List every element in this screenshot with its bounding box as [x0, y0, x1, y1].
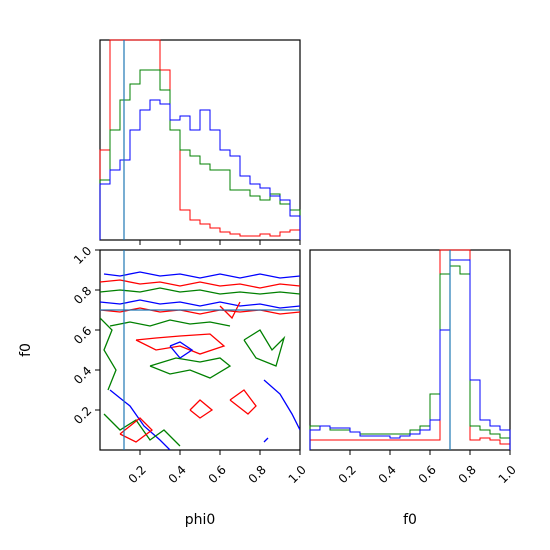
contour-line-5 — [109, 319, 231, 327]
contour-line-4 — [100, 307, 300, 315]
contour-y-tick-label-2: 0.6 — [71, 324, 94, 347]
contour-line-8 — [149, 357, 232, 379]
contour-y-tick-label-1: 0.4 — [71, 364, 94, 387]
contour-y-tick-label-4: 1.0 — [71, 244, 94, 267]
contour-line-12 — [109, 389, 171, 450]
contour-frame — [99, 249, 301, 451]
hist-f0-x-tick-label-4: 1.0 — [496, 463, 519, 486]
contour-x-tick-label-2: 0.6 — [206, 463, 229, 486]
panel-contour-phi0-f0: 0.2 0.4 0.6 0.8 1.0 0.2 0.4 0.6 0.8 1.0 — [71, 244, 309, 486]
hist-f0-x-tick-label-0: 0.2 — [336, 463, 359, 486]
contour-line-9 — [243, 329, 286, 367]
contour-x-tick-label-3: 0.8 — [246, 463, 269, 486]
hist-f0-frame — [309, 249, 511, 451]
hist-phi0-series-2 — [99, 99, 301, 240]
contour-x-tick-label-4: 1.0 — [286, 463, 309, 486]
contour-line-2 — [100, 287, 300, 295]
contour-line-13 — [103, 413, 181, 447]
hist-f0-series-2 — [309, 259, 511, 450]
hist-f0-x-tick-label-3: 0.8 — [456, 463, 479, 486]
panel-histogram-f0: 0.2 0.4 0.6 0.8 1.0 — [309, 249, 519, 486]
hist-f0-x-tick-label-1: 0.4 — [376, 463, 399, 486]
hist-f0-series-0 — [309, 249, 511, 450]
contour-line-16 — [100, 317, 117, 391]
hist-f0-series-1 — [309, 265, 511, 450]
contour-y-tick-label-0: 0.2 — [71, 404, 94, 427]
contour-line-10 — [229, 389, 257, 415]
hist-phi0-series-0 — [99, 39, 301, 240]
contour-x-tick-label-0: 0.2 — [126, 463, 149, 486]
axis-label-f0-y: f0 — [18, 343, 34, 357]
contour-line-7 — [169, 341, 194, 359]
axis-label-f0: f0 — [403, 512, 417, 528]
contour-line-1 — [100, 279, 300, 289]
hist-f0-x-tick-label-2: 0.6 — [416, 463, 439, 486]
contour-y-tick-label-3: 0.8 — [71, 284, 94, 307]
contour-line-6 — [135, 333, 226, 355]
axis-label-phi0: phi0 — [185, 512, 216, 528]
contour-line-0 — [103, 271, 300, 279]
contour-line-15 — [263, 379, 300, 431]
contour-line-3 — [100, 299, 300, 309]
panel-histogram-phi0 — [99, 39, 301, 245]
contour-line-14 — [119, 417, 153, 443]
contour-x-tick-label-1: 0.4 — [166, 463, 189, 486]
contour-line-18 — [263, 437, 269, 443]
contour-line-11 — [189, 399, 214, 419]
hist-phi0-frame — [99, 39, 301, 241]
contour-lines — [100, 271, 300, 450]
